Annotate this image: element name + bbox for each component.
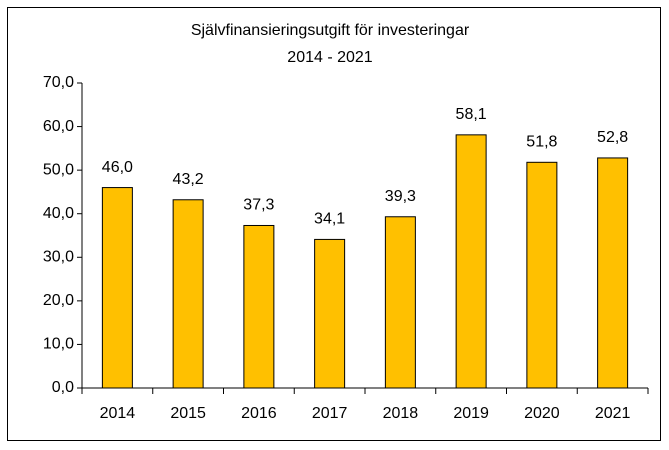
bar: [455, 134, 487, 389]
value-label: 37,3: [243, 197, 274, 214]
y-tick-label: 10,0: [43, 336, 74, 353]
y-tick-label: 0,0: [52, 379, 74, 396]
y-tick-label: 70,0: [43, 74, 74, 91]
x-tick-label: 2020: [524, 405, 560, 422]
x-tick-label: 2019: [453, 405, 489, 422]
value-label: 58,1: [456, 106, 487, 123]
chart-title: Självfinansieringsutgift för investering…: [191, 22, 470, 39]
x-tick-label: 2016: [241, 405, 277, 422]
x-tick-label: 2021: [595, 405, 631, 422]
bar: [243, 224, 275, 389]
x-tick-label: 2015: [170, 405, 206, 422]
bar: [314, 238, 346, 389]
bar: [384, 216, 416, 389]
bar: [526, 161, 558, 389]
value-label: 46,0: [102, 159, 133, 176]
bar: [172, 199, 204, 389]
x-tick-label: 2017: [312, 405, 348, 422]
y-tick-label: 40,0: [43, 205, 74, 222]
y-tick-label: 50,0: [43, 161, 74, 178]
y-tick-label: 60,0: [43, 118, 74, 135]
bar: [101, 187, 133, 389]
y-tick-label: 30,0: [43, 249, 74, 266]
value-label: 51,8: [526, 134, 557, 151]
value-label: 52,8: [597, 129, 628, 146]
chart-subtitle: 2014 - 2021: [287, 49, 373, 66]
x-tick-label: 2014: [100, 405, 136, 422]
value-label: 43,2: [173, 171, 204, 188]
value-label: 39,3: [385, 188, 416, 205]
value-label: 34,1: [314, 211, 345, 228]
x-tick-label: 2018: [383, 405, 419, 422]
bar: [597, 157, 629, 389]
y-tick-label: 20,0: [43, 292, 74, 309]
